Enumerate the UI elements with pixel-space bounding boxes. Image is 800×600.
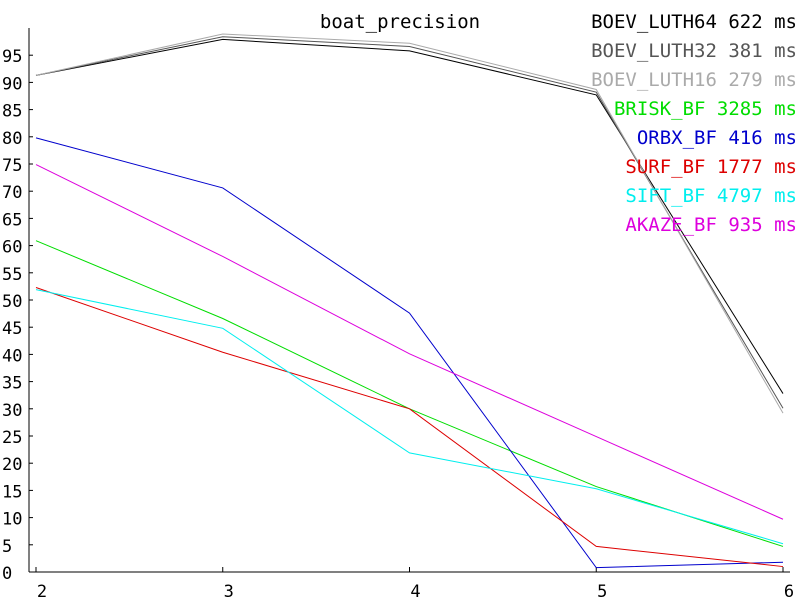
y-tick-label: 10 (2, 510, 22, 530)
series-lines (35, 33, 784, 569)
series-line-boev-luth64 (35, 38, 784, 394)
y-tick-label: 5 (2, 537, 12, 557)
y-tick-label: 0 (2, 564, 12, 584)
series-line-sift-bf (35, 289, 784, 545)
series-line-brisk-bf (35, 240, 784, 547)
legend-entry-boev-luth64: BOEV_LUTH64 622 ms (591, 11, 797, 33)
y-tick-label: 65 (2, 210, 22, 230)
y-tick-label: 95 (2, 47, 22, 67)
y-tick-label: 30 (2, 401, 22, 421)
y-tick-label: 15 (2, 482, 22, 502)
legend-entry-boev-luth32: BOEV_LUTH32 381 ms (591, 40, 797, 62)
y-tick-label: 45 (2, 319, 22, 339)
x-tick-label: 6 (784, 582, 794, 600)
legend-entry-orbx-bf: ORBX_BF 416 ms (637, 127, 797, 149)
legend-entry-surf-bf: SURF_BF 1777 ms (625, 156, 797, 178)
x-tick-label: 2 (37, 582, 47, 600)
y-tick-label: 85 (2, 102, 22, 122)
chart-title: boat_precision (320, 11, 480, 33)
legend-entry-boev-luth16: BOEV_LUTH16 279 ms (591, 69, 797, 91)
legend-entry-sift-bf: SIFT_BF 4797 ms (625, 185, 797, 207)
legend: BOEV_LUTH64 622 ms BOEV_LUTH32 381 ms BOEV… (591, 11, 797, 236)
y-tick-label: 20 (2, 455, 22, 475)
y-tick-label: 25 (2, 428, 22, 448)
x-tick-label: 5 (597, 582, 607, 600)
y-tick-label: 75 (2, 156, 22, 176)
y-tick-label: 70 (2, 183, 22, 203)
y-tick-label: 55 (2, 265, 22, 285)
y-tick-label: 40 (2, 346, 22, 366)
y-tick-label: 90 (2, 74, 22, 94)
legend-entry-brisk-bf: BRISK_BF 3285 ms (614, 98, 797, 120)
y-tick-label: 60 (2, 238, 22, 258)
x-tick-label: 4 (410, 582, 420, 600)
legend-entry-akaze-bf: AKAZE_BF 935 ms (625, 214, 797, 236)
x-ticks: 2 3 4 5 6 (35, 567, 794, 600)
x-tick-label: 3 (224, 582, 234, 600)
series-line-boev-luth16 (35, 33, 784, 414)
y-tick-label: 50 (2, 292, 22, 312)
y-tick-label: 35 (2, 374, 22, 394)
y-tick-label: 80 (2, 129, 22, 149)
series-line-surf-bf (35, 287, 784, 568)
series-line-akaze-bf (35, 164, 784, 520)
y-ticks: 0 5 10 15 20 25 30 35 40 45 50 55 60 65 70 75 80 85 90 95 (2, 47, 33, 584)
series-line-orbx-bf (35, 137, 784, 569)
